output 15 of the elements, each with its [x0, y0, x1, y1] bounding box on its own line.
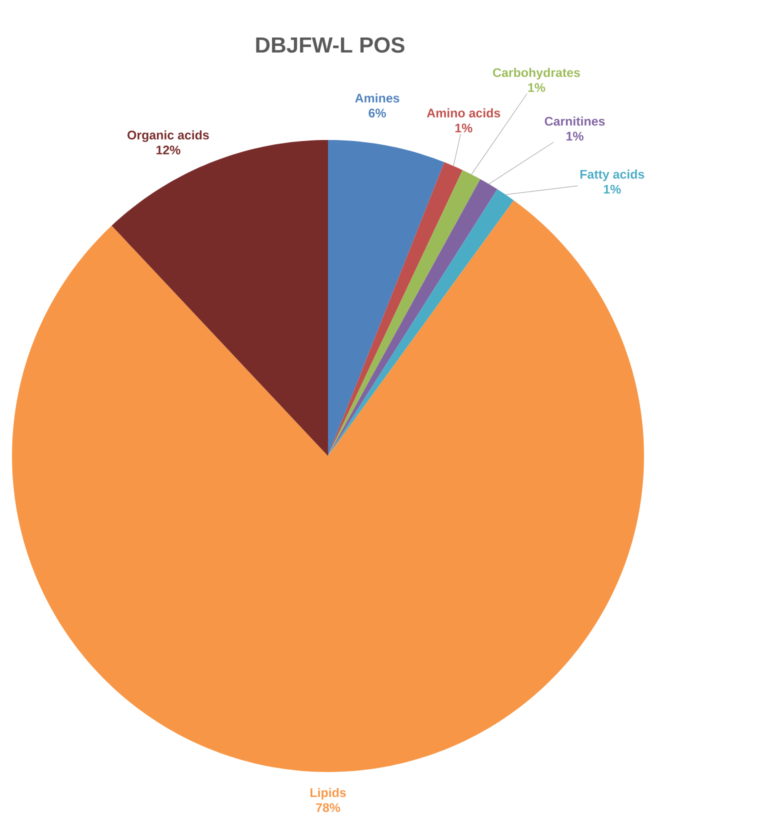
data-label: 1%	[604, 184, 621, 194]
slice-label: Fatty acids	[580, 170, 644, 182]
slice-label: Carnitines	[544, 116, 605, 126]
slice-label: Carbohydrates	[493, 68, 580, 80]
slice-label: Lipids	[310, 788, 346, 800]
slice-label: Amino acids	[426, 108, 500, 118]
data-label: 6%	[368, 108, 386, 118]
slice-label: Organic acids	[128, 130, 209, 142]
slice-label: Amines	[355, 93, 400, 103]
data-label: 12%	[156, 146, 180, 154]
chart-title: DBJFW-L POS	[256, 37, 404, 53]
data-label: 1%	[566, 132, 584, 141]
data-label: 78%	[316, 803, 340, 812]
data-label: 1%	[528, 83, 546, 92]
data-label: 1%	[455, 124, 472, 132]
